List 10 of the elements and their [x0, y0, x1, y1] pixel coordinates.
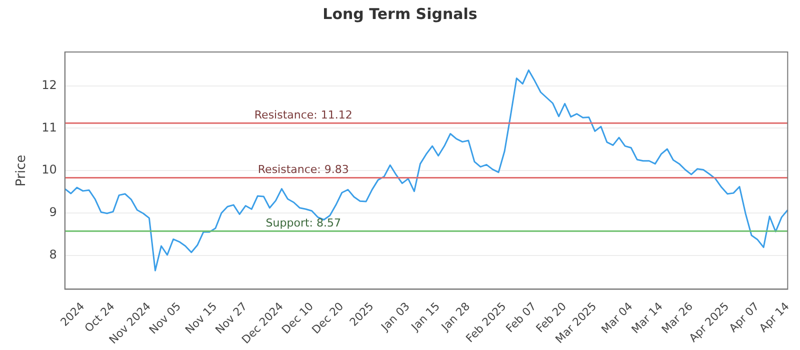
ref-line-label: Support: 8.57: [266, 216, 341, 230]
y-tick-label: 11: [42, 120, 57, 134]
y-tick-label: 8: [49, 247, 57, 262]
y-tick-label: 10: [42, 162, 57, 177]
ref-line-label: Resistance: 11.12: [254, 108, 352, 122]
ref-line-label: Resistance: 9.83: [258, 163, 349, 176]
y-tick-label: 9: [49, 205, 57, 220]
y-axis-title: Price: [14, 154, 30, 186]
y-tick-label: 12: [42, 78, 57, 92]
chart-title: Long Term Signals: [322, 4, 478, 23]
